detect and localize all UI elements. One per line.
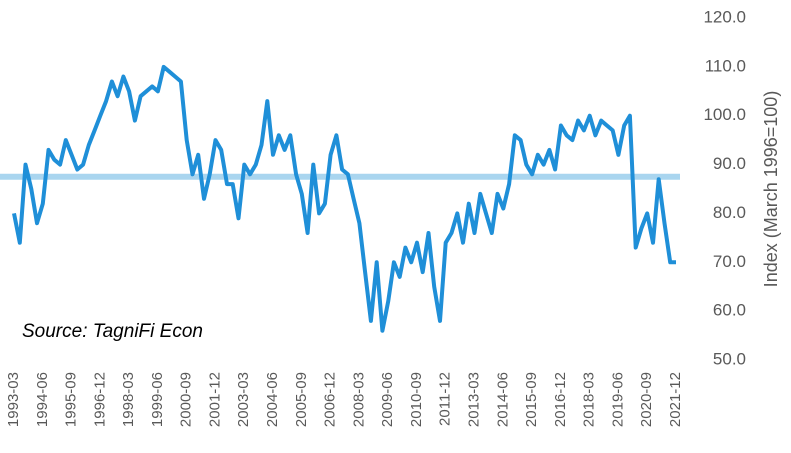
y-tick-label: 90.0 bbox=[713, 154, 746, 173]
x-tick-label: 2009-06 bbox=[379, 372, 396, 427]
annotation: Source: TagniFi Econ bbox=[22, 321, 203, 342]
x-tick-label: 2018-03 bbox=[581, 372, 598, 427]
y-tick-label: 110.0 bbox=[705, 56, 746, 75]
x-tick-label: 2014-06 bbox=[494, 372, 511, 427]
x-tick-label: 2008-03 bbox=[350, 372, 367, 427]
x-tick-label: 2003-03 bbox=[235, 372, 252, 427]
x-tick-label: 2010-09 bbox=[408, 372, 425, 427]
x-tick-label: 1999-06 bbox=[149, 372, 166, 427]
y-tick-label: 120.0 bbox=[703, 7, 746, 26]
y-tick-label: 60.0 bbox=[713, 301, 746, 320]
x-tick-label: 2004-06 bbox=[264, 372, 281, 427]
x-tick-label: 2020-09 bbox=[638, 372, 655, 427]
x-tick-label: 1995-09 bbox=[63, 372, 80, 427]
x-tick-label: 1994-06 bbox=[34, 372, 51, 427]
x-tick-label: 2013-03 bbox=[465, 372, 482, 427]
x-tick-label: 2011-12 bbox=[437, 372, 454, 426]
x-tick-label: 1996-12 bbox=[91, 372, 108, 427]
x-tick-label: 2006-12 bbox=[322, 372, 339, 427]
x-tick-label: 2016-12 bbox=[552, 372, 569, 427]
x-tick-label: 2019-06 bbox=[609, 372, 626, 427]
x-tick-label: 2021-12 bbox=[667, 372, 684, 427]
line-series bbox=[12, 64, 676, 333]
y-axis-label: Index (March 1996=100) bbox=[761, 91, 781, 288]
y-tick-label: 100.0 bbox=[703, 105, 746, 124]
x-tick-label: 2005-09 bbox=[293, 372, 310, 427]
y-tick-label: 70.0 bbox=[713, 252, 746, 271]
x-tick-label: 2000-09 bbox=[178, 372, 195, 427]
x-tick-label: 1998-03 bbox=[120, 372, 137, 427]
x-tick-label: 2001-12 bbox=[206, 372, 223, 427]
y-tick-label: 50.0 bbox=[713, 349, 746, 368]
x-tick-label: 1993-03 bbox=[5, 372, 22, 427]
y-tick-label: 80.0 bbox=[713, 203, 746, 222]
x-tick-label: 2015-09 bbox=[523, 372, 540, 427]
